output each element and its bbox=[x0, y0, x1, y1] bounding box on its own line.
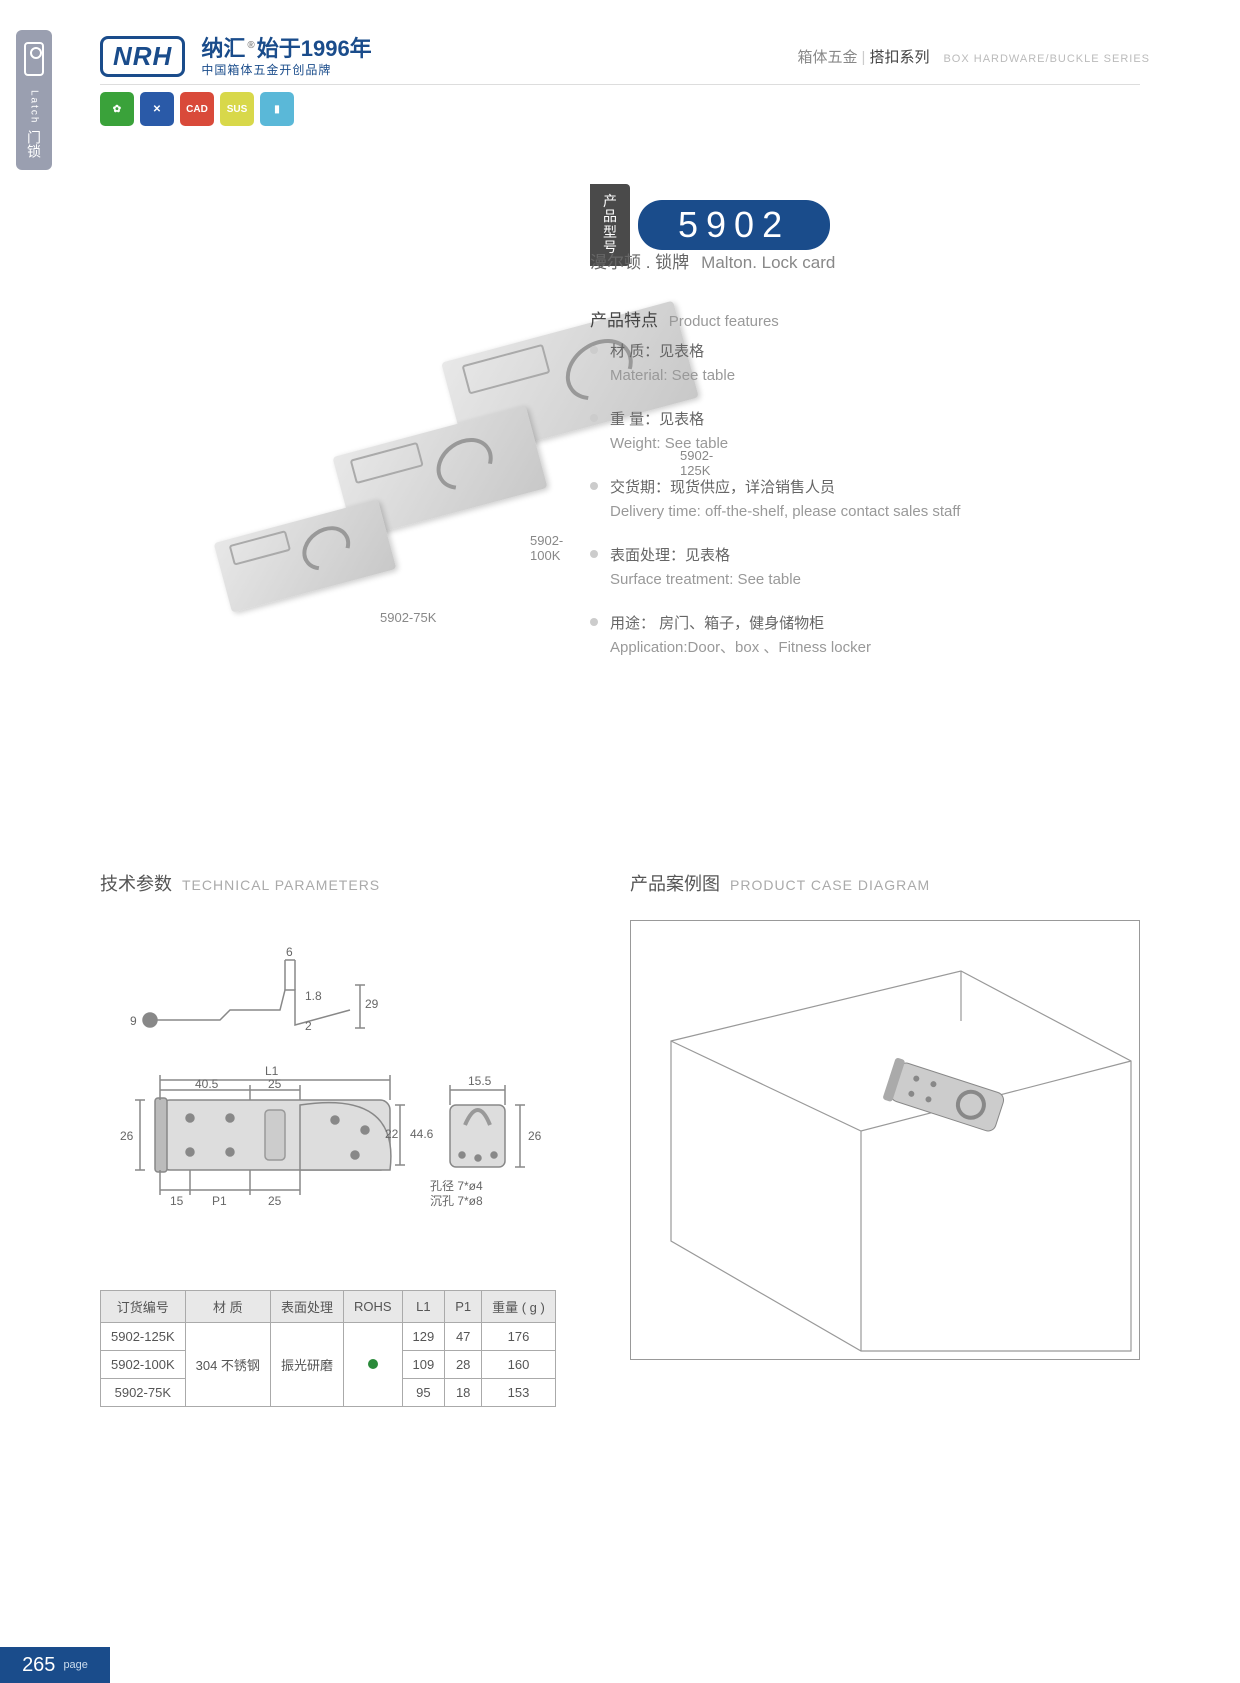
table-header: ROHS bbox=[343, 1291, 402, 1323]
svg-text:29: 29 bbox=[365, 997, 379, 1011]
svg-text:25: 25 bbox=[268, 1077, 282, 1091]
svg-text:26: 26 bbox=[120, 1129, 134, 1143]
brand-b: 始于1996年 bbox=[257, 36, 372, 61]
feature-icon: ✕ bbox=[140, 92, 174, 126]
feature-icon: SUS bbox=[220, 92, 254, 126]
hr-en: BOX HARDWARE/BUCKLE SERIES bbox=[943, 53, 1150, 65]
svg-text:1.8: 1.8 bbox=[305, 989, 322, 1003]
features-title: 产品特点 Product features bbox=[590, 306, 779, 331]
tech-diagram: 6 1.8 29 2 9 L1 40.5 25 26 15 P1 25 22 4… bbox=[100, 930, 570, 1270]
product-image bbox=[214, 499, 397, 613]
svg-text:6: 6 bbox=[286, 945, 293, 959]
brand-reg: ® bbox=[247, 40, 254, 51]
svg-text:沉孔 7*ø8: 沉孔 7*ø8 bbox=[430, 1194, 483, 1208]
table-header: P1 bbox=[445, 1291, 482, 1323]
feature-item: 交货期：现货供应，详洽销售人员Delivery time: off-the-sh… bbox=[590, 476, 1130, 524]
table-row: 5902-125K304 不锈钢振光研磨12947176 bbox=[101, 1323, 556, 1351]
table-header: 重量 ( g ) bbox=[482, 1291, 556, 1323]
brand: 纳汇®始于1996年 中国箱体五金开创品牌 bbox=[201, 36, 371, 77]
product-label: 5902-100K bbox=[530, 533, 563, 563]
page-label: page bbox=[63, 1659, 87, 1671]
feature-item: 用途： 房门、箱子，健身储物柜Application:Door、box 、Fit… bbox=[590, 612, 1130, 660]
latch-icon bbox=[24, 42, 44, 76]
product-images: 5902-125K5902-100K5902-75K bbox=[140, 200, 560, 580]
header-right: 箱体五金|搭扣系列BOX HARDWARE/BUCKLE SERIES bbox=[798, 46, 1150, 67]
page-footer: 265 page bbox=[0, 1647, 110, 1683]
hr-b: 搭扣系列 bbox=[869, 49, 929, 66]
feature-icon: ✿ bbox=[100, 92, 134, 126]
svg-text:15.5: 15.5 bbox=[468, 1074, 492, 1088]
svg-text:9: 9 bbox=[130, 1014, 137, 1028]
table-header: 材 质 bbox=[185, 1291, 270, 1323]
feature-item: 表面处理：见表格Surface treatment: See table bbox=[590, 544, 1130, 592]
feature-icon: ▮ bbox=[260, 92, 294, 126]
svg-text:2: 2 bbox=[305, 1019, 312, 1033]
svg-text:40.5: 40.5 bbox=[195, 1077, 219, 1091]
svg-text:44.6: 44.6 bbox=[410, 1127, 434, 1141]
case-diagram bbox=[630, 920, 1140, 1360]
feature-icon: CAD bbox=[180, 92, 214, 126]
rohs-dot bbox=[368, 1359, 378, 1369]
svg-text:孔径 7*ø4: 孔径 7*ø4 bbox=[430, 1179, 483, 1193]
side-cn: 门锁 bbox=[24, 130, 44, 158]
model-name: 漫尔顿 . 锁牌Malton. Lock card bbox=[590, 248, 835, 273]
model-number: 5902 bbox=[638, 200, 830, 250]
feature-item: 材 质：见表格Material: See table bbox=[590, 340, 1130, 388]
brand-a: 纳汇 bbox=[201, 36, 245, 61]
svg-text:L1: L1 bbox=[265, 1064, 279, 1078]
case-title: 产品案例图PRODUCT CASE DIAGRAM bbox=[630, 870, 930, 896]
page-number: 265 bbox=[22, 1654, 55, 1677]
brand-line2: 中国箱体五金开创品牌 bbox=[201, 63, 371, 77]
header-rule bbox=[100, 84, 1140, 85]
table-header: 订货编号 bbox=[101, 1291, 186, 1323]
header: NRH 纳汇®始于1996年 中国箱体五金开创品牌 bbox=[100, 36, 372, 77]
feature-item: 重 量：见表格Weight: See table bbox=[590, 408, 1130, 456]
svg-text:15: 15 bbox=[170, 1194, 184, 1208]
side-en: Latch bbox=[29, 90, 40, 124]
tech-title: 技术参数TECHNICAL PARAMETERS bbox=[100, 870, 380, 896]
table-header: L1 bbox=[402, 1291, 445, 1323]
spec-table: 订货编号材 质表面处理ROHSL1P1重量 ( g )5902-125K304 … bbox=[100, 1290, 556, 1407]
product-label: 5902-75K bbox=[380, 610, 436, 625]
hr-a: 箱体五金 bbox=[798, 49, 858, 66]
svg-text:25: 25 bbox=[268, 1194, 282, 1208]
side-tab: Latch 门锁 bbox=[16, 30, 52, 170]
table-header: 表面处理 bbox=[270, 1291, 343, 1323]
icon-row: ✿✕CADSUS▮ bbox=[100, 92, 294, 126]
svg-text:22: 22 bbox=[385, 1127, 399, 1141]
logo: NRH bbox=[100, 36, 185, 77]
svg-text:26: 26 bbox=[528, 1129, 542, 1143]
svg-text:P1: P1 bbox=[212, 1194, 227, 1208]
features-list: 材 质：见表格Material: See table 重 量：见表格Weight:… bbox=[590, 340, 1130, 680]
